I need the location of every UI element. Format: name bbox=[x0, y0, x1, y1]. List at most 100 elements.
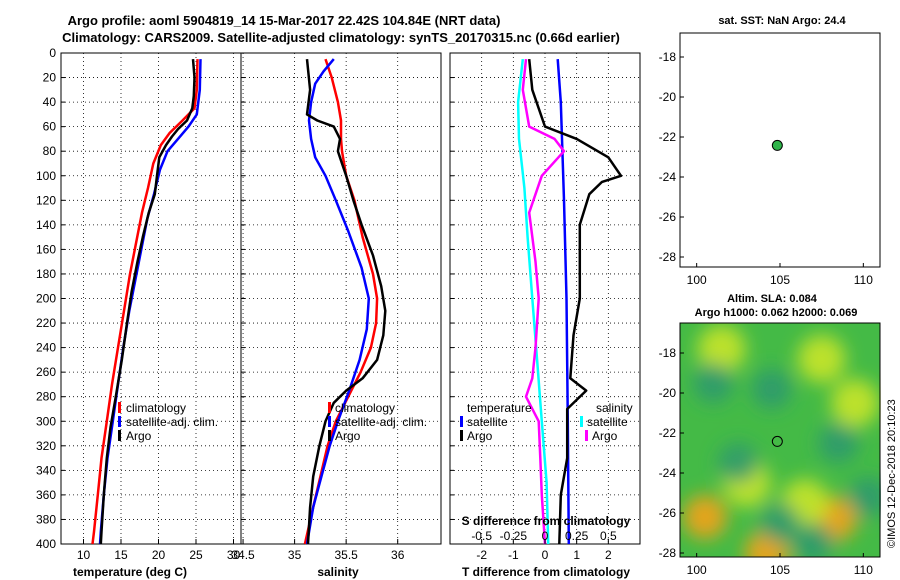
temperature-xtick-label: 30 bbox=[227, 548, 241, 562]
legend-s-argo: Argo bbox=[592, 429, 618, 443]
sla-ytick-label: -28 bbox=[659, 546, 677, 560]
salinity-xtick-label: 36 bbox=[391, 548, 405, 562]
temperature-xtick-label: 25 bbox=[189, 548, 203, 562]
depth-tick-label: 0 bbox=[49, 46, 56, 60]
temperature-legend: climatology satellite-adj. clim. Argo bbox=[118, 401, 218, 443]
sla-anomaly-yellow bbox=[697, 325, 746, 373]
difference-xtick-label: 1 bbox=[573, 548, 580, 562]
sla-title-1: Altim. SLA: 0.084 bbox=[727, 293, 818, 305]
legend-swatch-satellite bbox=[328, 416, 331, 427]
sla-anomaly-teal bbox=[818, 423, 859, 463]
depth-tick-label: 300 bbox=[36, 414, 56, 428]
difference-xtick-label: -1 bbox=[508, 548, 519, 562]
salinity-xtick-label: 35.5 bbox=[334, 548, 358, 562]
sla-ytick-label: -18 bbox=[659, 346, 677, 360]
depth-tick-label: 160 bbox=[36, 242, 56, 256]
sla-anomaly-orange bbox=[683, 495, 727, 539]
salinity-legend: climatology satellite-adj. clim. Argo bbox=[328, 401, 427, 443]
legend-swatch-climatology bbox=[118, 402, 121, 413]
s-difference-axis-label: S difference from climatology bbox=[462, 514, 631, 528]
salinity-axis-label: salinity bbox=[317, 565, 359, 579]
depth-tick-label: 260 bbox=[36, 365, 56, 379]
sla-anomaly-yellow bbox=[797, 335, 846, 383]
salinity-series-climatology bbox=[303, 58, 379, 545]
temperature-xtick-label: 10 bbox=[77, 548, 91, 562]
location-argo-position bbox=[771, 139, 783, 151]
depth-tick-label: 200 bbox=[36, 292, 56, 306]
salinity-series-argo bbox=[305, 58, 387, 545]
legend-swatch-satellite bbox=[118, 416, 121, 427]
legend-swatch-s-argo bbox=[585, 430, 588, 441]
location-xtick-label: 100 bbox=[687, 273, 707, 287]
salinity-xtick-label: 35 bbox=[288, 548, 302, 562]
sla-ytick-label: -24 bbox=[659, 466, 677, 480]
legend-temperature-title: temperature bbox=[467, 401, 532, 415]
sla-argo-position bbox=[771, 435, 783, 447]
temperature-xtick-label: 15 bbox=[114, 548, 128, 562]
legend-climatology: climatology bbox=[335, 401, 395, 415]
legend-argo: Argo bbox=[335, 429, 361, 443]
depth-tick-label: 360 bbox=[36, 488, 56, 502]
difference-xtick-label: 2 bbox=[605, 548, 612, 562]
depth-tick-label: 100 bbox=[36, 169, 56, 183]
s-difference-tick-label: 0 bbox=[542, 529, 549, 543]
temperature-xtick-label: 20 bbox=[152, 548, 166, 562]
legend-swatch-t-argo bbox=[460, 430, 463, 441]
legend-swatch-climatology bbox=[328, 402, 331, 413]
location-ytick-label: -22 bbox=[659, 130, 677, 144]
depth-tick-label: 40 bbox=[43, 95, 57, 109]
depth-tick-label: 60 bbox=[43, 120, 57, 134]
location-ytick-label: -20 bbox=[659, 90, 677, 104]
sla-anomaly-teal bbox=[793, 523, 834, 557]
sla-anomaly-teal bbox=[693, 363, 734, 403]
sla-xtick-label: 100 bbox=[687, 563, 707, 577]
sla-anomaly-teal bbox=[751, 369, 792, 409]
legend-climatology: climatology bbox=[126, 401, 186, 415]
t-difference-axis-label: T difference from climatology bbox=[462, 565, 630, 579]
depth-tick-label: 240 bbox=[36, 341, 56, 355]
salinity-series-satellite-adj-clim- bbox=[305, 58, 371, 545]
sla-xtick-label: 105 bbox=[770, 563, 790, 577]
sla-anomaly-teal bbox=[760, 503, 800, 543]
legend-t-satellite: satellite bbox=[467, 415, 508, 429]
depth-tick-label: 180 bbox=[36, 267, 56, 281]
location-xtick-label: 105 bbox=[770, 273, 790, 287]
sla-ytick-label: -26 bbox=[659, 506, 677, 520]
depth-tick-label: 340 bbox=[36, 463, 56, 477]
sla-anomaly-yellow bbox=[831, 379, 879, 427]
location-xtick-label: 110 bbox=[854, 273, 873, 287]
depth-tick-label: 120 bbox=[36, 193, 56, 207]
sla-xtick-label: 110 bbox=[854, 563, 873, 577]
depth-tick-label: 20 bbox=[43, 71, 57, 85]
difference-series-salinity-satellite bbox=[516, 58, 550, 545]
difference-series-temperature-argo bbox=[527, 58, 623, 545]
depth-tick-label: 320 bbox=[36, 439, 56, 453]
s-difference-tick-label: 0.25 bbox=[565, 529, 589, 543]
difference-xtick-label: -2 bbox=[476, 548, 487, 562]
legend-swatch-argo bbox=[118, 430, 121, 441]
figure-title-line2: Climatology: CARS2009. Satellite-adjuste… bbox=[62, 30, 620, 45]
depth-tick-label: 220 bbox=[36, 316, 56, 330]
location-ytick-label: -28 bbox=[659, 250, 677, 264]
location-map-title: sat. SST: NaN Argo: 24.4 bbox=[718, 15, 846, 27]
sla-anomaly-teal bbox=[718, 443, 759, 483]
location-ytick-label: -24 bbox=[659, 170, 677, 184]
temperature-series-satellite-adj-clim- bbox=[98, 59, 202, 545]
legend-s-satellite: satellite bbox=[587, 415, 628, 429]
imos-credit: ©IMOS 12-Dec-2018 20:10:23 bbox=[886, 399, 898, 548]
sla-ytick-label: -22 bbox=[659, 426, 677, 440]
depth-tick-label: 140 bbox=[36, 218, 56, 232]
depth-tick-label: 280 bbox=[36, 390, 56, 404]
sla-heatmap bbox=[680, 323, 881, 557]
legend-swatch-argo bbox=[328, 430, 331, 441]
difference-series-salinity-argo bbox=[521, 58, 566, 545]
depth-tick-label: 400 bbox=[36, 537, 56, 551]
temperature-series-climatology bbox=[91, 59, 199, 545]
legend-argo: Argo bbox=[126, 429, 152, 443]
legend-swatch-s-satellite bbox=[580, 416, 583, 427]
legend-satellite-adj-clim: satellite-adj. clim. bbox=[126, 415, 218, 429]
location-ytick-label: -18 bbox=[659, 50, 677, 64]
legend-t-argo: Argo bbox=[467, 429, 493, 443]
s-difference-tick-label: -0.25 bbox=[500, 529, 528, 543]
